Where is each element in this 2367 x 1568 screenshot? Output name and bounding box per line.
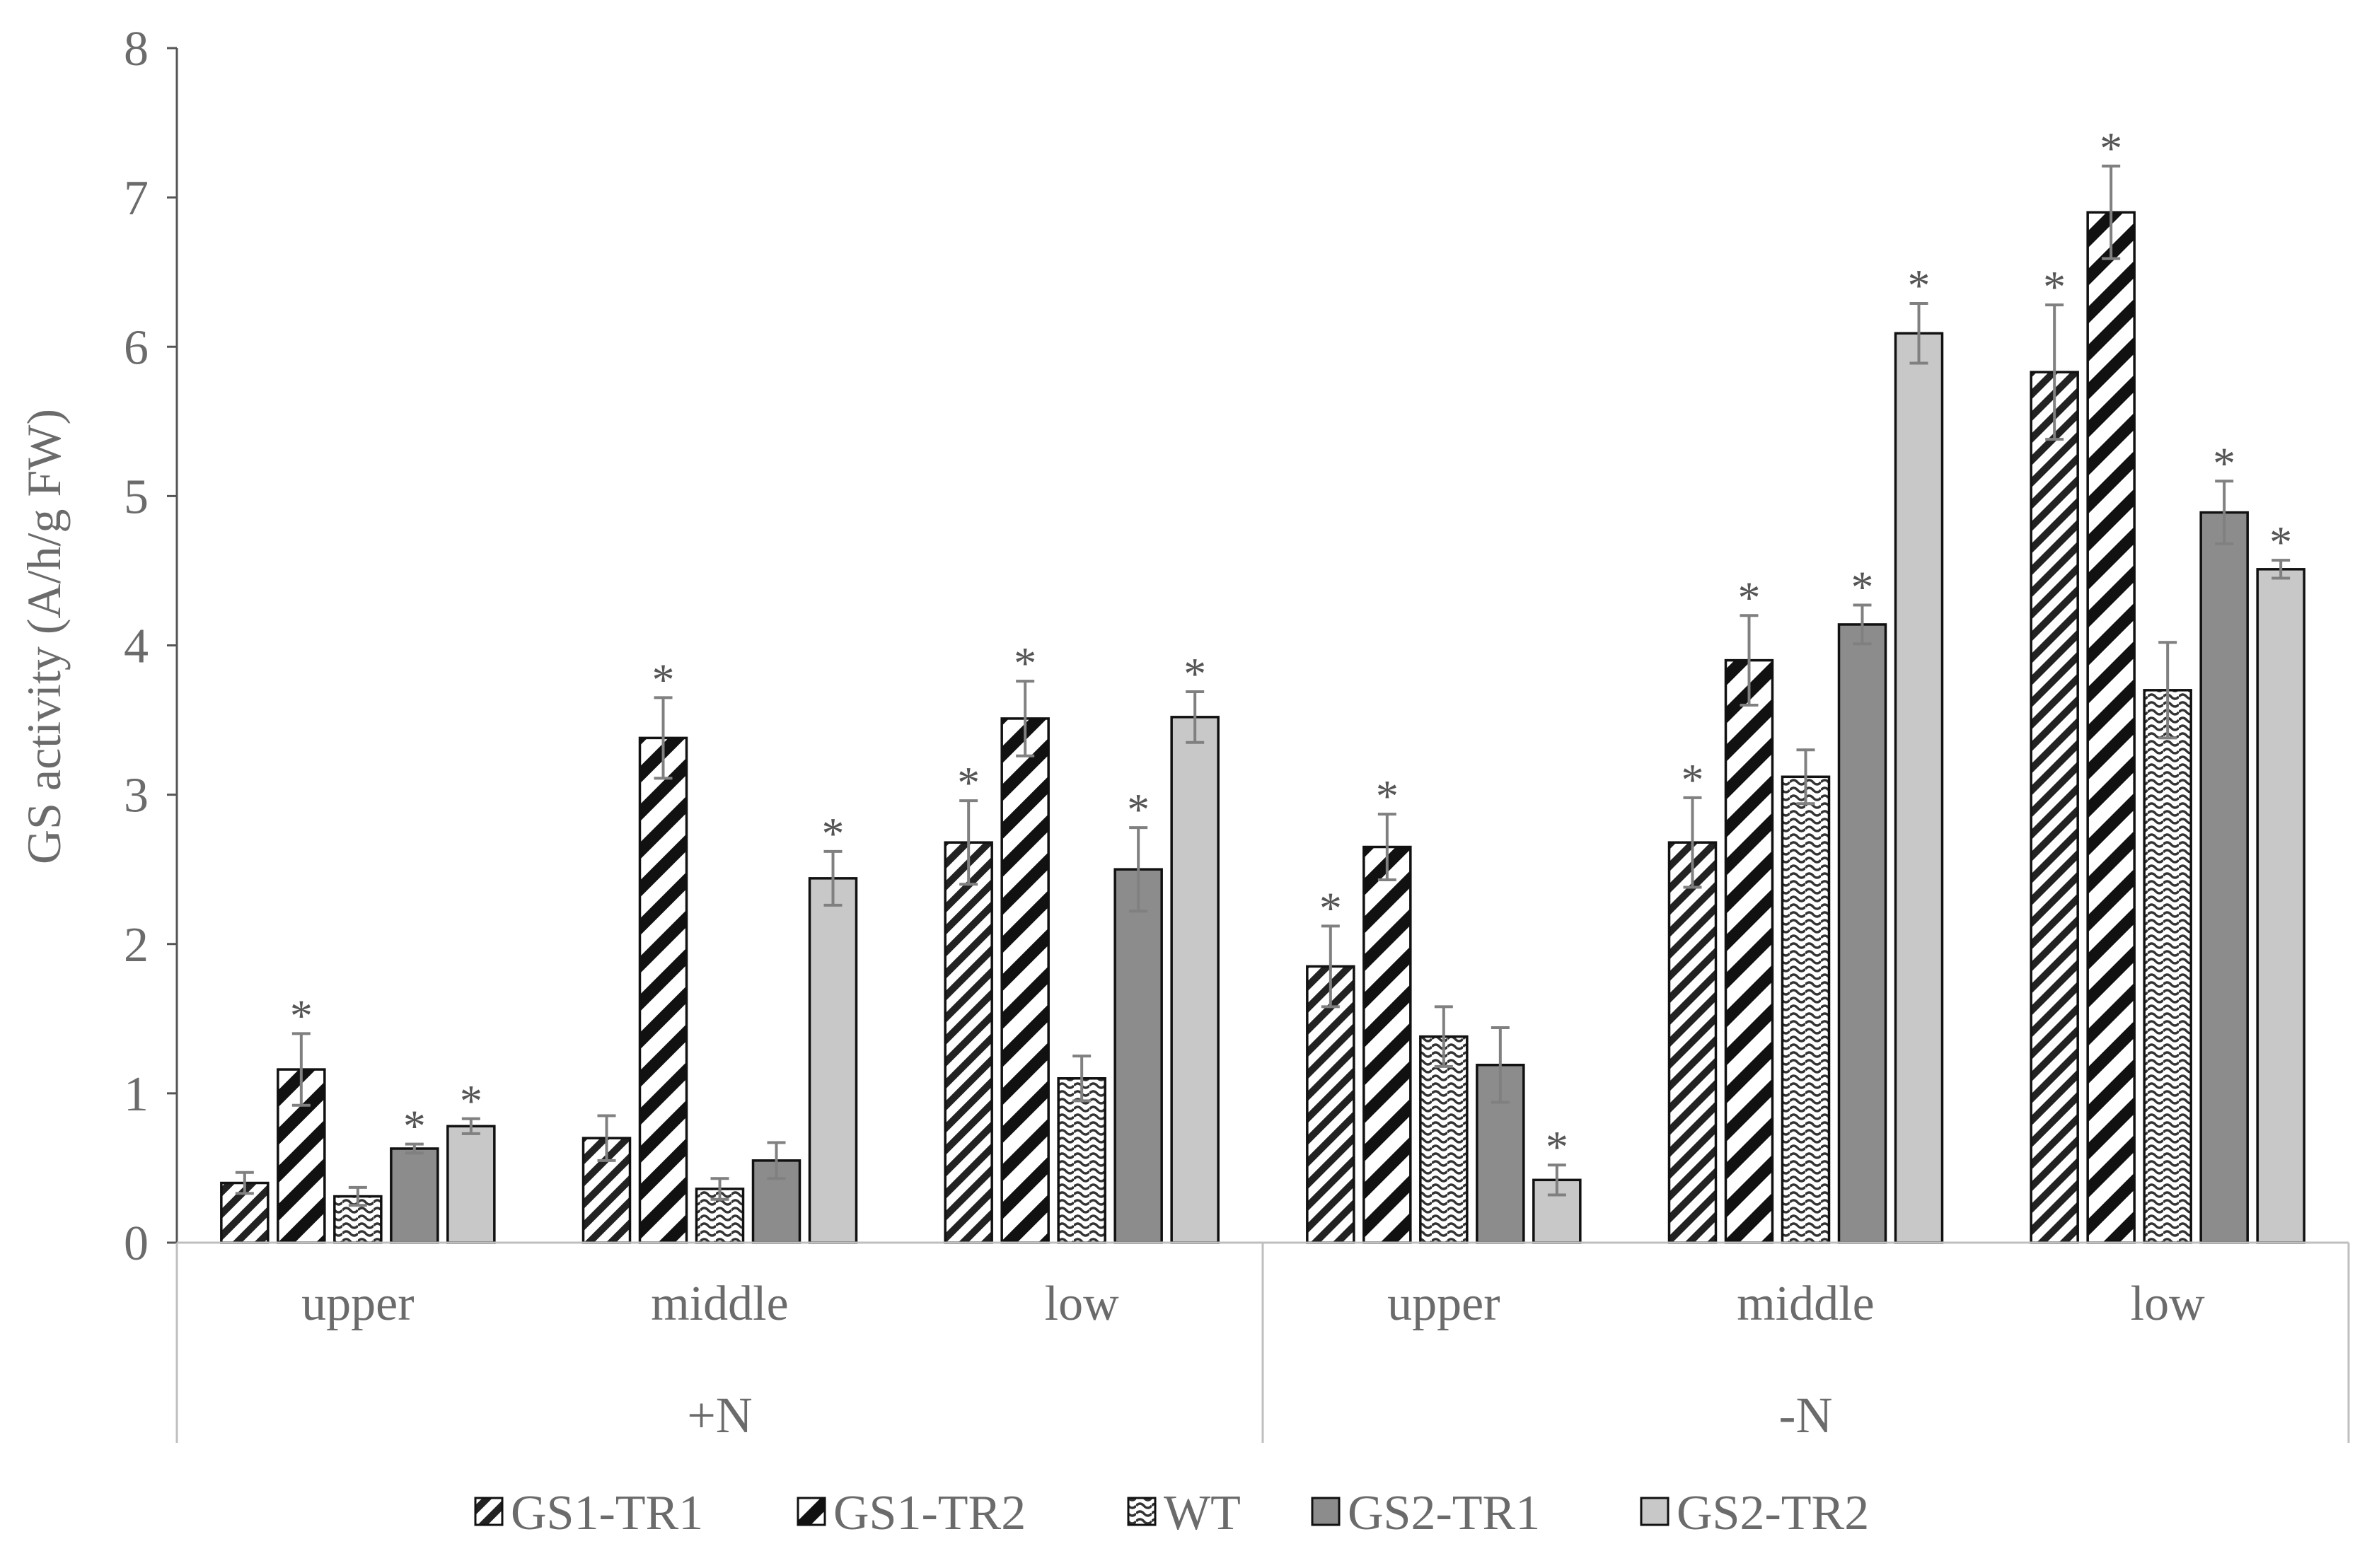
- significance-star: *: [957, 757, 980, 808]
- y-tick-label: 5: [124, 470, 149, 524]
- significance-star: *: [1908, 260, 1931, 310]
- axes: [175, 48, 2349, 1244]
- bar: [2199, 511, 2249, 1244]
- bar: [2143, 689, 2192, 1244]
- legend-swatch: [474, 1497, 504, 1526]
- legend-label: GS1-TR1: [511, 1486, 703, 1540]
- significance-star: *: [2269, 517, 2292, 567]
- bar: [581, 1137, 632, 1244]
- bar: [2030, 371, 2079, 1244]
- significance-star: *: [290, 990, 313, 1040]
- significance-star: *: [2043, 262, 2066, 312]
- bar: [1170, 716, 1220, 1244]
- bar: [390, 1147, 439, 1244]
- significance-star: *: [652, 654, 675, 704]
- significance-star: *: [1319, 883, 1342, 933]
- x-category-label: upper: [301, 1277, 414, 1331]
- legend: GS1-TR1 GS1-TR2 WT GS2-TR1 GS2-TR2: [474, 1486, 1869, 1540]
- x-category-label: low: [1045, 1277, 1119, 1331]
- y-tick-label: 6: [124, 320, 149, 375]
- y-ticks: 0 1 2 3 4 5 6 7 8: [124, 22, 177, 1271]
- legend-swatch: [1311, 1497, 1341, 1526]
- legend-label: GS1-TR2: [833, 1486, 1026, 1540]
- y-tick-label: 8: [124, 22, 149, 76]
- x-category-label: middle: [651, 1277, 788, 1331]
- bar: [446, 1125, 496, 1244]
- significance-star: *: [460, 1076, 482, 1126]
- error-bars: [235, 164, 2291, 1207]
- bar: [1113, 868, 1163, 1244]
- y-tick-label: 2: [124, 918, 149, 972]
- significance-star: *: [1127, 784, 1150, 835]
- group-label: +N: [687, 1387, 753, 1444]
- x-category-label: low: [2131, 1277, 2205, 1331]
- legend-label: GS2-TR1: [1348, 1486, 1540, 1540]
- legend-swatch: [1127, 1497, 1157, 1526]
- significance-star: *: [1376, 771, 1399, 821]
- bar: [1894, 332, 1944, 1244]
- bar: [944, 841, 993, 1244]
- bar: [2256, 568, 2305, 1244]
- y-tick-label: 4: [124, 620, 149, 674]
- y-tick-label: 3: [124, 769, 149, 823]
- significance-star: *: [403, 1101, 426, 1151]
- significance-markers: * * * * * * * * * * * * * * * * * * * *: [290, 123, 2292, 1172]
- bar: [1000, 717, 1050, 1244]
- bars: [220, 211, 2305, 1244]
- x-categories: upper middle low upper middle low +N -N: [175, 1243, 2350, 1444]
- significance-star: *: [2213, 438, 2235, 488]
- significance-star: *: [2100, 123, 2122, 173]
- significance-star: *: [1851, 562, 1874, 612]
- group-label: -N: [1779, 1387, 1833, 1444]
- significance-star: *: [1014, 638, 1036, 688]
- bar: [1781, 775, 1831, 1244]
- bar: [808, 877, 858, 1244]
- significance-star: *: [1546, 1122, 1568, 1172]
- bar: [1667, 841, 1718, 1244]
- significance-star: *: [1682, 755, 1704, 805]
- legend-swatch: [797, 1497, 826, 1526]
- y-axis-title: GS activity (A/h/g FW): [17, 409, 71, 864]
- bar: [1362, 845, 1412, 1244]
- bar: [1057, 1077, 1106, 1244]
- bar: [1837, 623, 1887, 1244]
- significance-star: *: [1184, 649, 1206, 699]
- bar: [1419, 1035, 1469, 1244]
- legend-swatch: [1640, 1497, 1669, 1526]
- x-category-label: middle: [1737, 1277, 1874, 1331]
- significance-star: *: [1738, 572, 1761, 622]
- bar: [1724, 658, 1774, 1244]
- bar: [638, 736, 688, 1244]
- legend-label: GS2-TR2: [1677, 1486, 1869, 1540]
- bar: [2086, 211, 2136, 1244]
- y-tick-label: 0: [124, 1216, 149, 1271]
- x-category-label: upper: [1387, 1277, 1500, 1331]
- y-tick-label: 7: [124, 171, 149, 226]
- y-tick-label: 1: [124, 1067, 149, 1122]
- significance-star: *: [822, 808, 845, 859]
- legend-label: WT: [1164, 1486, 1241, 1540]
